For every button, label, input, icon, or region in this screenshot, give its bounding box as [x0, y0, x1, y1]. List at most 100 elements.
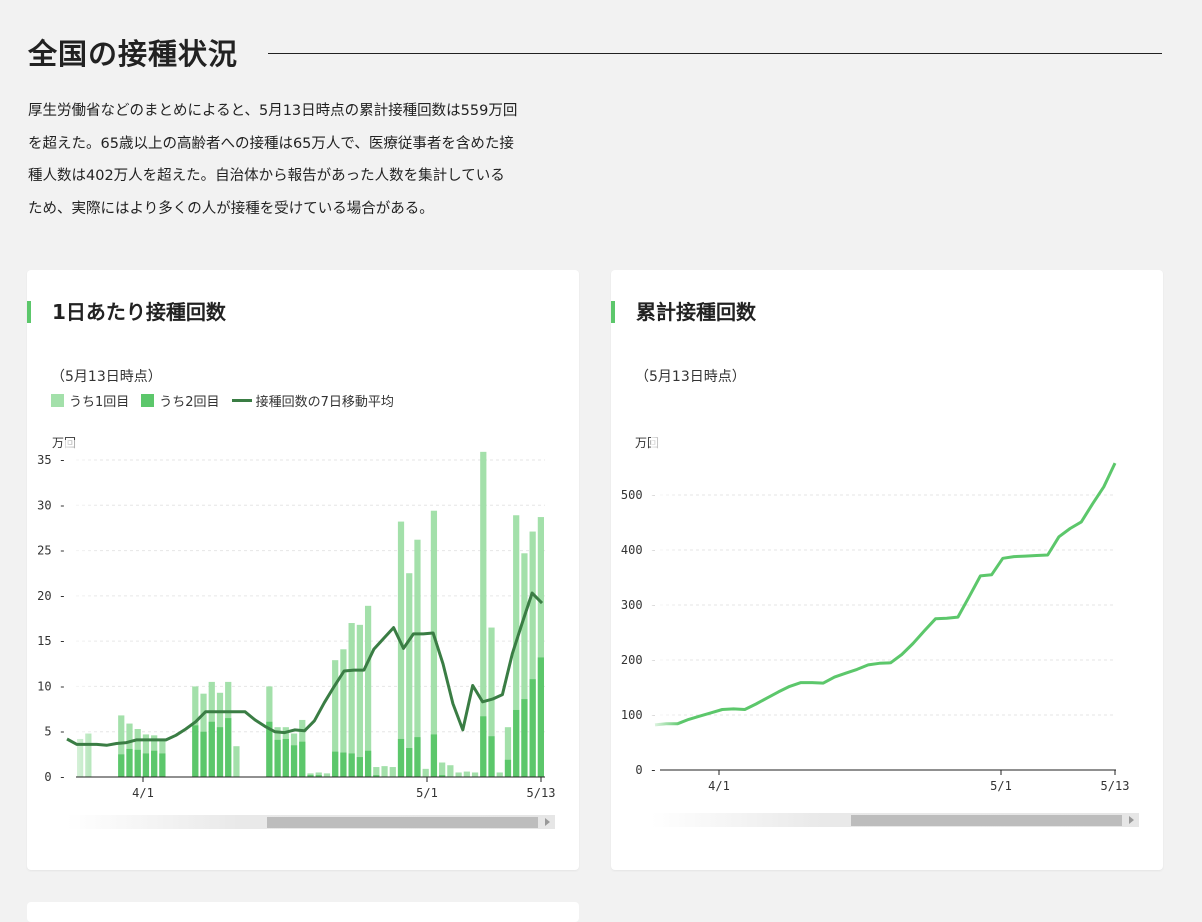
- legend-moving-average: 接種回数の7日移動平均: [231, 391, 394, 410]
- bar-first-dose: [480, 451, 487, 777]
- bar-second-dose: [151, 750, 158, 777]
- bar-second-dose: [118, 754, 125, 777]
- bar-second-dose: [315, 775, 322, 777]
- bar-first-dose: [118, 715, 125, 777]
- bar-first-dose: [233, 746, 240, 777]
- y-tick-label: 30 -: [37, 498, 66, 512]
- cumulative-scroll-thumb[interactable]: [851, 815, 1122, 826]
- bar-second-dose: [529, 679, 536, 777]
- bar-second-dose: [126, 748, 133, 777]
- bar-second-dose: [480, 716, 487, 777]
- daily-chart-plot: 0 - 5 - 10 - 15 - 20 - 25 - 30 - 35 - 4/1 5/1 5/13: [37, 440, 556, 800]
- cumulative-line: [654, 462, 1117, 727]
- bar-first-dose: [447, 765, 454, 777]
- bar-first-dose: [315, 772, 322, 777]
- daily-chart-scrollbar[interactable]: [67, 815, 555, 829]
- cumulative-chart-plot: 0 -100 -200 -300 -400 -500 -4/1 5/1 5/13: [621, 420, 1130, 793]
- bar-second-dose: [282, 738, 289, 777]
- x-tick-label: 5/1: [990, 779, 1012, 793]
- scroll-right-arrow-icon[interactable]: [545, 818, 550, 826]
- bar-second-dose: [364, 750, 372, 777]
- bar-second-dose: [348, 753, 355, 777]
- bar-second-dose: [134, 749, 141, 777]
- y-tick-label: 35 -: [37, 453, 66, 467]
- bar-first-dose: [340, 649, 347, 777]
- bar-first-dose: [521, 553, 528, 777]
- legend-second-swatch: [141, 394, 155, 407]
- bar-first-dose: [332, 660, 339, 777]
- bar-first-dose: [381, 766, 388, 777]
- daily-scroll-thumb[interactable]: [267, 817, 538, 828]
- x-tick-label: 4/1: [132, 786, 154, 800]
- bar-first-dose: [471, 772, 479, 777]
- bar-second-dose: [208, 721, 215, 777]
- bar-second-dose: [513, 709, 520, 777]
- bar-first-dose: [323, 773, 331, 777]
- bar-first-dose: [348, 623, 355, 777]
- y-tick-label: 5 -: [44, 725, 66, 739]
- cumulative-chart-as-of: （5月13日時点）: [635, 369, 746, 385]
- page-title: 全国の接種状況: [28, 37, 239, 71]
- legend-first-label: うち1回目: [69, 395, 130, 410]
- left-fade-overlay: [64, 440, 100, 777]
- daily-chart-title: 1日あたり接種回数: [27, 301, 226, 323]
- legend-first-swatch: [51, 394, 64, 407]
- bar-second-dose: [225, 718, 232, 777]
- legend-first-dose: うち1回目: [51, 391, 129, 410]
- bar-first-dose: [455, 772, 462, 777]
- bar-first-dose: [463, 771, 470, 777]
- x-tick-label: 5/13: [527, 786, 556, 800]
- daily-chart-card: 1日あたり接種回数 （5月13日時点） うち1回目 うち2回目 接種回数の7日移…: [27, 270, 579, 870]
- bar-first-dose: [364, 605, 372, 777]
- legend-second-label: うち2回目: [159, 395, 220, 410]
- bar-first-dose: [414, 539, 421, 777]
- bar-second-dose: [307, 775, 314, 777]
- y-tick-label: 500 -: [621, 488, 657, 502]
- bar-first-dose: [373, 767, 380, 777]
- bar-second-dose: [406, 748, 413, 777]
- bar-first-dose: [439, 762, 446, 777]
- bar-second-dose: [414, 737, 421, 777]
- bar-second-dose: [537, 657, 544, 777]
- bar-second-dose: [274, 739, 281, 777]
- bar-first-dose: [397, 521, 405, 777]
- bar-second-dose: [488, 736, 495, 777]
- y-tick-label: 400 -: [621, 543, 657, 557]
- bar-second-dose: [200, 731, 207, 777]
- bar-first-dose: [488, 627, 495, 777]
- legend-avg-label: 接種回数の7日移動平均: [255, 395, 394, 410]
- daily-chart-legend: うち1回目 うち2回目 接種回数の7日移動平均: [51, 391, 406, 410]
- legend-avg-swatch: [231, 399, 252, 402]
- y-tick-label: 0 -: [44, 770, 66, 784]
- bar-second-dose: [356, 757, 363, 777]
- x-tick-label: 5/1: [416, 786, 438, 800]
- left-fade-overlay: [651, 420, 681, 770]
- title-divider: [268, 53, 1162, 54]
- y-tick-label: 200 -: [621, 653, 657, 667]
- bar-first-dose: [430, 510, 438, 777]
- cumulative-chart-card: 累計接種回数 （5月13日時点） 万回 0 -100 -200 -300 -40…: [611, 270, 1163, 870]
- next-card: [27, 902, 579, 922]
- moving-average-line: [66, 591, 544, 747]
- bar-second-dose: [430, 734, 438, 777]
- bar-second-dose: [504, 759, 512, 777]
- y-tick-label: 100 -: [621, 708, 657, 722]
- scroll-right-arrow-icon[interactable]: [1129, 816, 1134, 824]
- bar-second-dose: [397, 738, 405, 777]
- bar-second-dose: [340, 752, 347, 777]
- bar-first-dose: [406, 573, 413, 777]
- y-tick-label: 25 -: [37, 544, 66, 558]
- bar-first-dose: [504, 727, 512, 777]
- bar-second-dose: [439, 775, 446, 777]
- bar-second-dose: [299, 741, 306, 777]
- cumulative-chart-scrollbar[interactable]: [651, 813, 1139, 827]
- legend-second-dose: うち2回目: [141, 391, 220, 410]
- bar-second-dose: [521, 699, 528, 777]
- bar-first-dose: [389, 767, 396, 777]
- daily-chart-as-of: （5月13日時点）: [51, 369, 162, 385]
- y-tick-label: 20 -: [37, 589, 66, 603]
- x-tick-label: 5/13: [1101, 779, 1130, 793]
- bar-second-dose: [216, 727, 224, 777]
- bar-second-dose: [332, 751, 339, 777]
- bar-second-dose: [159, 753, 166, 777]
